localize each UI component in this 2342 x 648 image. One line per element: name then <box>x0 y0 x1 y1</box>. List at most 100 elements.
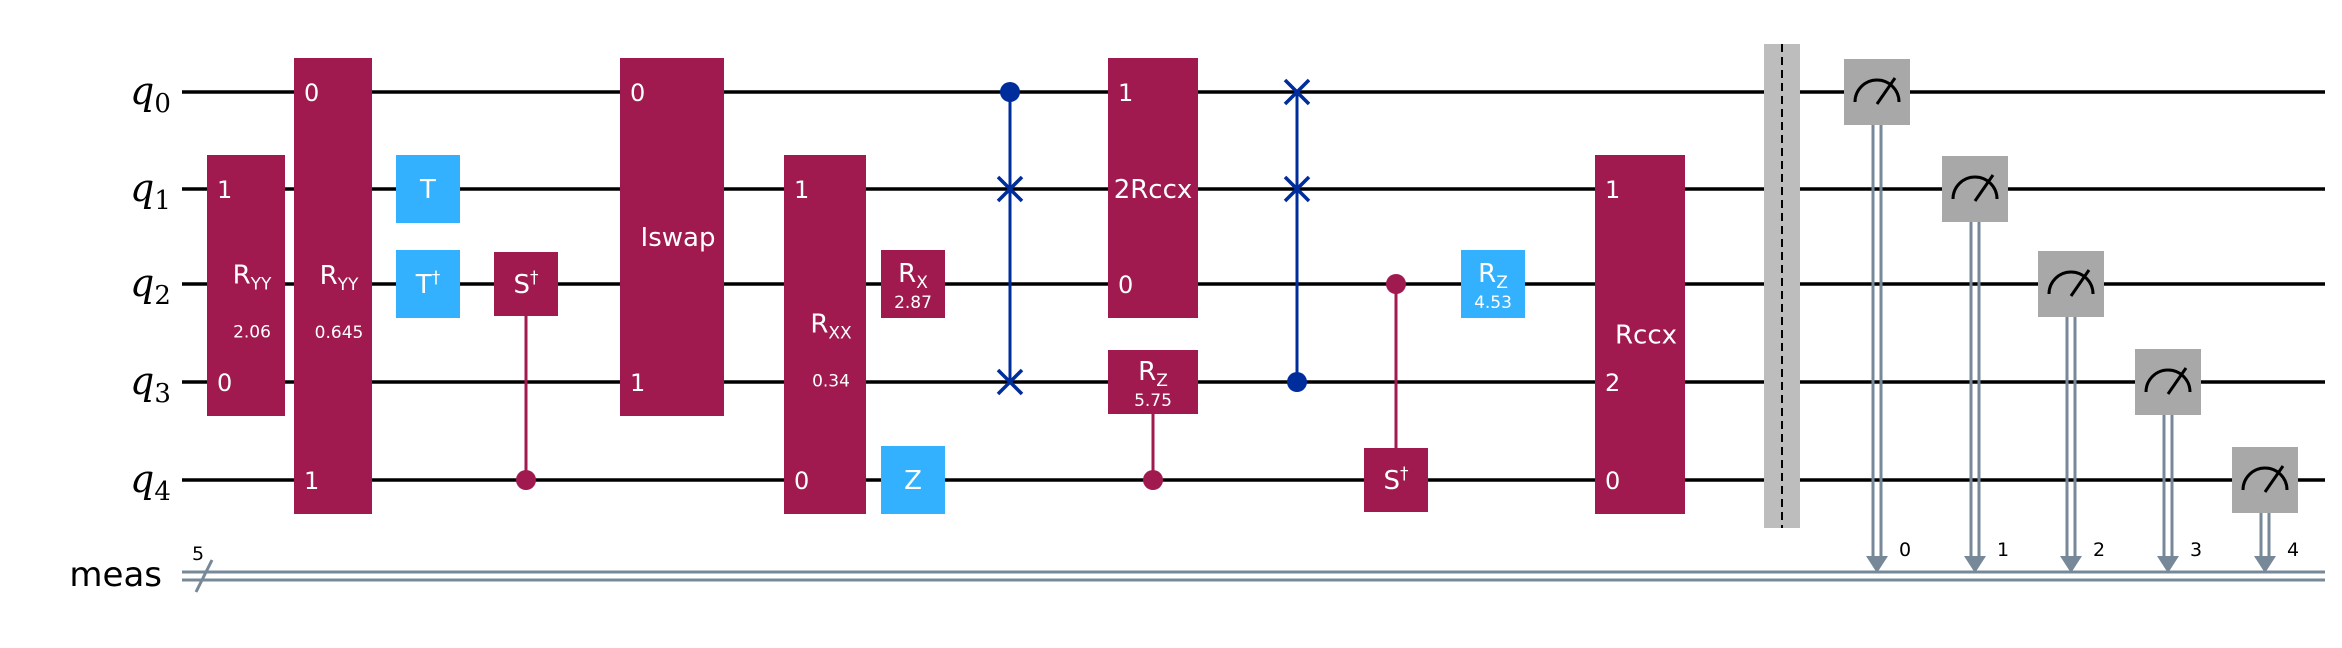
measure-box <box>2135 349 2201 415</box>
gate-pin-label: 1 <box>1118 79 1133 107</box>
gate-r-14: RZ4.53 <box>1461 250 1525 318</box>
gate-name-main: R <box>233 261 251 291</box>
gate-pin-label: 0 <box>630 79 645 107</box>
gate-box <box>1108 350 1198 414</box>
measure-box <box>2038 251 2104 317</box>
swap-cross <box>1283 175 1311 203</box>
gate-name-superscript: † <box>432 268 441 288</box>
measure-box <box>1844 59 1910 125</box>
gate-z-8: Z <box>881 446 945 514</box>
register-size-label: 5 <box>192 543 204 565</box>
gate-name: 2Rccx <box>1114 175 1193 205</box>
gate-parameter: 5.75 <box>1134 391 1172 411</box>
gate-name-main: R <box>810 310 828 340</box>
gate-pin-label: 1 <box>630 369 645 397</box>
gate-name-subscript: YY <box>337 275 359 295</box>
gate-s-4: S† <box>494 252 558 490</box>
measure-arrow <box>2157 556 2179 573</box>
gate-box <box>620 58 724 416</box>
qubit-name: q <box>130 69 154 113</box>
meter-needle-icon <box>2166 367 2188 395</box>
gate-barrier-16 <box>1764 44 1800 528</box>
gate-parameter: 0.34 <box>812 372 850 392</box>
measure-arrow <box>1866 556 1888 573</box>
clbit-index-label: 2 <box>2093 539 2105 561</box>
gate-name: RXX <box>810 310 852 344</box>
qubit-index: 0 <box>154 89 171 119</box>
control-dot <box>1143 470 1163 490</box>
gate-r-0: 1 0 RYY 2.06 <box>207 155 285 416</box>
gate-name-main: T <box>415 270 432 300</box>
gate-name: RX <box>898 259 928 293</box>
gate-name-main: S <box>1383 466 1400 496</box>
gate-name-subscript: X <box>916 273 928 293</box>
gate-name: RYY <box>320 261 359 295</box>
gate-name: T <box>419 175 436 205</box>
qubit-name: q <box>130 166 154 210</box>
gate-iswap-5: 0 1 Iswap <box>620 58 724 416</box>
gate-parameter: 4.53 <box>1474 293 1512 313</box>
meter-needle-icon <box>2069 269 2091 297</box>
gate-name: RZ <box>1138 357 1168 391</box>
meter-icon <box>2047 270 2095 295</box>
classical-register-label: meas <box>69 555 162 595</box>
gate-box <box>207 155 285 416</box>
control-dot <box>1000 82 1020 102</box>
measure-arrow <box>2060 556 2082 573</box>
gate-box <box>784 155 866 514</box>
gate-box <box>294 58 372 514</box>
gate-cswap-12 <box>1283 78 1311 392</box>
gate-name-main: S <box>513 270 530 300</box>
gate-rccx-15: 1 2 0 Rccx <box>1595 155 1685 514</box>
gate-name-main: T <box>419 175 436 205</box>
swap-cross <box>996 368 1024 396</box>
gate-name-main: R <box>320 261 338 291</box>
qubit-name: q <box>130 261 154 305</box>
gate-t-3: T† <box>396 250 460 318</box>
gate-parameter: 2.06 <box>233 323 271 343</box>
gate-name-main: R <box>898 259 916 289</box>
gate-pin-label: 0 <box>217 369 232 397</box>
gate-r-7: RX2.87 <box>881 250 945 318</box>
gate-name-superscript: † <box>530 268 539 288</box>
gate-name-main: Z <box>904 466 922 496</box>
qubit-label-2: q2 <box>130 261 171 311</box>
gate-measure-21: 4 <box>2232 447 2299 573</box>
measure-box <box>1942 156 2008 222</box>
gate-name: S† <box>1383 464 1409 496</box>
gate-name: RYY <box>233 261 272 295</box>
qubit-label-1: q1 <box>130 166 171 216</box>
gate-box <box>1364 448 1428 512</box>
gate-s-13: S† <box>1364 274 1428 512</box>
gate-parameter: 2.87 <box>894 293 932 313</box>
gate-t-2: T <box>396 155 460 223</box>
gate-name-main: R <box>1138 357 1156 387</box>
meter-icon <box>2241 466 2289 491</box>
gate-name: Iswap <box>641 223 716 253</box>
gate-box <box>1595 155 1685 514</box>
meter-icon <box>1853 78 1901 103</box>
gate-box <box>1461 250 1525 318</box>
control-dot <box>1386 274 1406 294</box>
gate-pin-label: 1 <box>217 176 232 204</box>
meter-needle-icon <box>1973 174 1995 202</box>
gate-box <box>396 155 460 223</box>
gate-name: Z <box>904 466 922 496</box>
gate-pin-label: 2 <box>1605 369 1620 397</box>
gate-name: S† <box>513 268 539 300</box>
qubit-index: 2 <box>154 281 171 311</box>
gate-name-main: Rccx <box>1615 321 1677 351</box>
gate-name-subscript: Z <box>1156 371 1168 391</box>
qubit-name: q <box>130 359 154 403</box>
gate-r-6: 1 0 RXX 0.34 <box>784 155 866 514</box>
qubit-index: 3 <box>154 379 171 409</box>
gate-pin-label: 1 <box>1605 176 1620 204</box>
gate-name: RZ <box>1478 259 1508 293</box>
gate-box <box>881 446 945 514</box>
gate-pin-label: 1 <box>794 176 809 204</box>
gate-box <box>881 250 945 318</box>
gate-name-main: 2Rccx <box>1114 175 1193 205</box>
gate-measure-17: 0 <box>1844 59 1911 573</box>
